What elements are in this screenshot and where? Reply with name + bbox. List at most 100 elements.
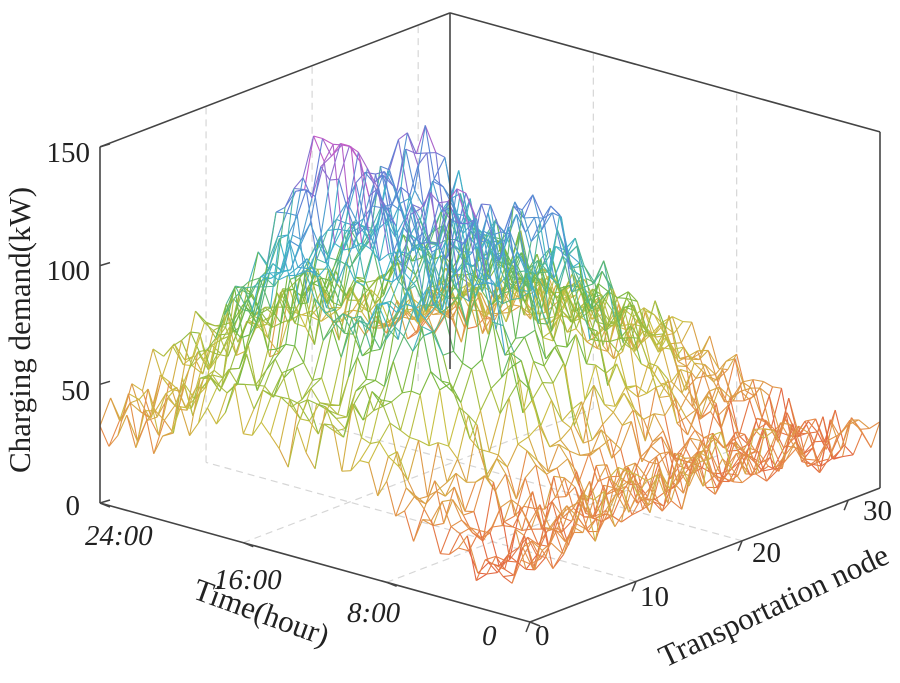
surface-line	[527, 536, 538, 556]
surface-line	[626, 297, 638, 302]
surface-line	[355, 378, 367, 392]
surface-line	[379, 253, 389, 262]
surface-line	[575, 334, 586, 401]
surface-line	[444, 486, 455, 497]
surface-line	[224, 383, 235, 413]
surface-line	[561, 310, 572, 323]
surface-line	[370, 289, 381, 300]
surface-line	[433, 315, 446, 334]
surface-line	[804, 418, 816, 422]
surface-line	[352, 403, 364, 421]
surface-line	[558, 444, 569, 460]
surface-line	[276, 211, 287, 214]
surface-line	[704, 364, 715, 383]
surface-line	[340, 266, 351, 307]
surface-line	[503, 205, 514, 232]
surface-line	[171, 406, 182, 433]
surface-line	[659, 395, 670, 399]
surface-line	[575, 328, 588, 343]
surface-line	[338, 299, 349, 341]
surface-line	[303, 297, 315, 363]
surface-line	[369, 305, 380, 331]
surface-line	[432, 180, 443, 213]
surface-line	[682, 321, 692, 323]
surface-line	[524, 329, 536, 338]
surface-line	[431, 331, 442, 382]
surface-line	[389, 208, 400, 252]
surface-line	[702, 371, 713, 399]
surface-line	[811, 416, 824, 449]
axis-edge	[99, 502, 531, 623]
surface-line	[507, 554, 518, 563]
surface-line	[229, 337, 242, 370]
surface-line	[294, 345, 305, 363]
surface-line	[390, 273, 403, 302]
surface-line	[235, 285, 245, 289]
surface-line	[351, 403, 362, 438]
surface-line	[345, 261, 356, 282]
surface-line	[366, 378, 376, 381]
surface-line	[817, 458, 829, 463]
surface-line	[420, 306, 432, 324]
surface-line	[473, 272, 486, 288]
surface-line	[758, 457, 771, 473]
surface-line	[301, 387, 312, 400]
surface-line	[262, 314, 274, 322]
surface-line	[271, 288, 284, 328]
surface-line	[352, 285, 365, 335]
surface-line	[621, 514, 633, 523]
surface-line	[276, 275, 288, 350]
surface-line	[249, 277, 260, 282]
surface-line	[326, 283, 338, 308]
surface-line	[453, 350, 463, 364]
surface-line	[331, 328, 342, 358]
surface-line	[582, 385, 595, 444]
surface-line	[642, 485, 653, 510]
surface-line	[153, 435, 164, 454]
surface-line	[459, 289, 471, 311]
surface-line	[430, 501, 443, 521]
surface-line	[391, 203, 403, 213]
surface-line	[334, 222, 346, 244]
surface-line	[744, 433, 756, 452]
surface-line	[563, 363, 574, 409]
surface-line	[647, 456, 658, 497]
surface-line	[617, 466, 628, 472]
surface-line	[288, 277, 301, 289]
surface-line	[462, 285, 474, 364]
surface-line	[269, 396, 282, 436]
surface-line	[421, 326, 432, 372]
surface-line	[553, 528, 564, 555]
surface-line	[510, 499, 523, 531]
surface-line	[506, 560, 518, 563]
surface-line	[432, 180, 444, 188]
surface-line	[338, 145, 350, 180]
z-tick	[99, 143, 111, 148]
surface-line	[378, 441, 389, 457]
surface-line	[617, 337, 630, 353]
surface-line	[749, 387, 761, 401]
surface-line	[375, 190, 386, 206]
surface-line	[490, 376, 503, 389]
surface-line	[703, 432, 714, 439]
surface-line	[594, 364, 605, 405]
surface-line	[658, 468, 671, 489]
surface-line	[780, 422, 792, 426]
surface-line	[389, 422, 400, 467]
surface-line	[201, 378, 212, 389]
surface-line	[702, 371, 715, 383]
surface-line	[503, 521, 514, 528]
surface-line	[482, 317, 492, 334]
surface-line	[247, 345, 258, 391]
surface-line	[523, 535, 534, 570]
surface-line	[349, 145, 359, 153]
surface-line	[528, 436, 539, 461]
surface-line	[310, 377, 322, 389]
surface-line	[163, 345, 174, 357]
x-tick	[631, 581, 637, 592]
surface-line	[603, 260, 615, 318]
surface-line	[558, 443, 570, 452]
surface-line	[828, 435, 839, 460]
surface-line	[393, 250, 406, 274]
